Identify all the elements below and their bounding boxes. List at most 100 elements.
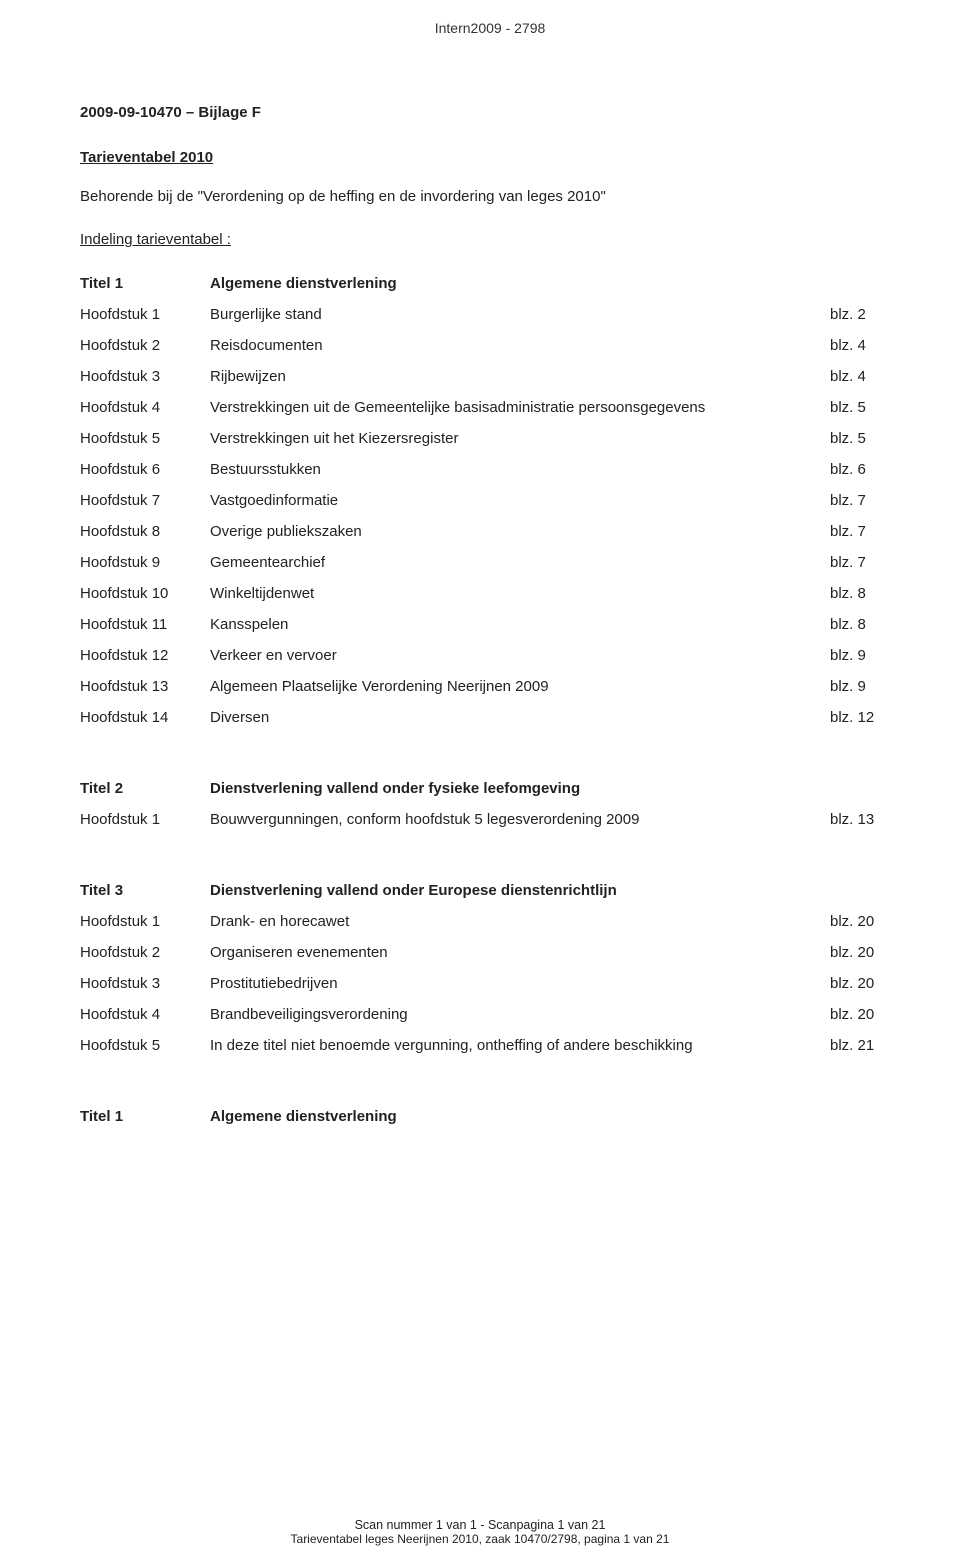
toc-page: blz. 12	[830, 702, 900, 733]
titel-label: Titel 1	[80, 268, 210, 299]
toc-page: blz. 20	[830, 999, 900, 1030]
toc-chapter: Hoofdstuk 3	[80, 968, 210, 999]
toc-row: Hoofdstuk 1Burgerlijke standblz. 2	[80, 299, 900, 330]
toc-chapter: Hoofdstuk 8	[80, 516, 210, 547]
titel-page	[830, 773, 900, 804]
toc-description: Rijbewijzen	[210, 361, 830, 392]
toc-row: Hoofdstuk 5Verstrekkingen uit het Kiezer…	[80, 423, 900, 454]
toc-chapter: Hoofdstuk 5	[80, 1030, 210, 1061]
titel-label: Titel 2	[80, 773, 210, 804]
toc-row: Hoofdstuk 7Vastgoedinformatieblz. 7	[80, 485, 900, 516]
toc-description: Reisdocumenten	[210, 330, 830, 361]
toc-description: Gemeentearchief	[210, 547, 830, 578]
toc-description: Bestuursstukken	[210, 454, 830, 485]
toc-page: blz. 5	[830, 423, 900, 454]
toc-heading-row: Titel 3 Dienstverlening vallend onder Eu…	[80, 875, 900, 906]
toc-row: Hoofdstuk 9Gemeentearchiefblz. 7	[80, 547, 900, 578]
toc-row: Hoofdstuk 11Kansspelenblz. 8	[80, 609, 900, 640]
toc-page: blz. 21	[830, 1030, 900, 1061]
toc-description: Kansspelen	[210, 609, 830, 640]
footer-line-2: Tarieventabel leges Neerijnen 2010, zaak…	[0, 1532, 960, 1546]
toc-description: Vastgoedinformatie	[210, 485, 830, 516]
toc-description: Organiseren evenementen	[210, 937, 830, 968]
toc-titel1: Titel 1 Algemene dienstverlening Hoofdst…	[80, 268, 900, 733]
titel-title: Algemene dienstverlening	[210, 1101, 830, 1132]
toc-chapter: Hoofdstuk 11	[80, 609, 210, 640]
toc-chapter: Hoofdstuk 10	[80, 578, 210, 609]
toc-closing: Titel 1 Algemene dienstverlening	[80, 1101, 900, 1132]
toc-description: Verstrekkingen uit de Gemeentelijke basi…	[210, 392, 830, 423]
toc-row: Hoofdstuk 2Reisdocumentenblz. 4	[80, 330, 900, 361]
titel-label: Titel 3	[80, 875, 210, 906]
toc-description: Bouwvergunningen, conform hoofdstuk 5 le…	[210, 804, 830, 835]
toc-chapter: Hoofdstuk 1	[80, 804, 210, 835]
toc-description: Verstrekkingen uit het Kiezersregister	[210, 423, 830, 454]
titel-page	[830, 875, 900, 906]
toc-chapter: Hoofdstuk 6	[80, 454, 210, 485]
toc-heading-row: Titel 2 Dienstverlening vallend onder fy…	[80, 773, 900, 804]
header-reference: Intern2009 - 2798	[80, 20, 900, 36]
toc-chapter: Hoofdstuk 3	[80, 361, 210, 392]
toc-page: blz. 20	[830, 968, 900, 999]
toc-row: Hoofdstuk 12Verkeer en vervoerblz. 9	[80, 640, 900, 671]
footer-line-1: Scan nummer 1 van 1 - Scanpagina 1 van 2…	[0, 1518, 960, 1532]
toc-description: In deze titel niet benoemde vergunning, …	[210, 1030, 830, 1061]
toc-page: blz. 9	[830, 671, 900, 702]
toc-row: Hoofdstuk 1Drank- en horecawetblz. 20	[80, 906, 900, 937]
toc-description: Diversen	[210, 702, 830, 733]
toc-chapter: Hoofdstuk 1	[80, 299, 210, 330]
section-label: Indeling tarieventabel :	[80, 231, 900, 248]
toc-page: blz. 2	[830, 299, 900, 330]
toc-row: Hoofdstuk 3Rijbewijzenblz. 4	[80, 361, 900, 392]
toc-page: blz. 9	[830, 640, 900, 671]
toc-description: Winkeltijdenwet	[210, 578, 830, 609]
toc-page: blz. 20	[830, 906, 900, 937]
toc-chapter: Hoofdstuk 14	[80, 702, 210, 733]
toc-row: Hoofdstuk 6Bestuursstukkenblz. 6	[80, 454, 900, 485]
toc-description: Prostitutiebedrijven	[210, 968, 830, 999]
titel-title: Algemene dienstverlening	[210, 268, 830, 299]
toc-page: blz. 5	[830, 392, 900, 423]
toc-description: Brandbeveiligingsverordening	[210, 999, 830, 1030]
toc-description: Overige publiekszaken	[210, 516, 830, 547]
toc-page: blz. 20	[830, 937, 900, 968]
toc-description: Algemeen Plaatselijke Verordening Neerij…	[210, 671, 830, 702]
toc-page: blz. 7	[830, 485, 900, 516]
toc-row: Hoofdstuk 3Prostitutiebedrijvenblz. 20	[80, 968, 900, 999]
toc-chapter: Hoofdstuk 13	[80, 671, 210, 702]
toc-page: blz. 7	[830, 547, 900, 578]
toc-description: Verkeer en vervoer	[210, 640, 830, 671]
toc-heading-row: Titel 1 Algemene dienstverlening	[80, 268, 900, 299]
titel-label: Titel 1	[80, 1101, 210, 1132]
toc-row: Hoofdstuk 1Bouwvergunningen, conform hoo…	[80, 804, 900, 835]
toc-description: Burgerlijke stand	[210, 299, 830, 330]
toc-chapter: Hoofdstuk 7	[80, 485, 210, 516]
toc-chapter: Hoofdstuk 9	[80, 547, 210, 578]
toc-row: Hoofdstuk 4Brandbeveiligingsverordeningb…	[80, 999, 900, 1030]
toc-page: blz. 8	[830, 609, 900, 640]
toc-row: Hoofdstuk 4Verstrekkingen uit de Gemeent…	[80, 392, 900, 423]
titel-title: Dienstverlening vallend onder Europese d…	[210, 875, 830, 906]
toc-chapter: Hoofdstuk 4	[80, 392, 210, 423]
titel-title: Dienstverlening vallend onder fysieke le…	[210, 773, 830, 804]
toc-chapter: Hoofdstuk 1	[80, 906, 210, 937]
toc-row: Hoofdstuk 2Organiseren evenementenblz. 2…	[80, 937, 900, 968]
toc-chapter: Hoofdstuk 5	[80, 423, 210, 454]
toc-page: blz. 13	[830, 804, 900, 835]
toc-row: Hoofdstuk 13Algemeen Plaatselijke Verord…	[80, 671, 900, 702]
toc-page: blz. 4	[830, 361, 900, 392]
toc-row: Hoofdstuk 8Overige publiekszakenblz. 7	[80, 516, 900, 547]
document-page: Intern2009 - 2798 2009-09-10470 – Bijlag…	[0, 0, 960, 1564]
toc-page: blz. 4	[830, 330, 900, 361]
toc-page: blz. 8	[830, 578, 900, 609]
titel-page	[830, 268, 900, 299]
page-footer: Scan nummer 1 van 1 - Scanpagina 1 van 2…	[0, 1518, 960, 1546]
toc-description: Drank- en horecawet	[210, 906, 830, 937]
toc-titel2: Titel 2 Dienstverlening vallend onder fy…	[80, 773, 900, 835]
toc-heading-row: Titel 1 Algemene dienstverlening	[80, 1101, 900, 1132]
main-title: Tarieventabel 2010	[80, 149, 900, 166]
document-number: 2009-09-10470 – Bijlage F	[80, 104, 900, 121]
toc-row: Hoofdstuk 10Winkeltijdenwetblz. 8	[80, 578, 900, 609]
toc-titel3: Titel 3 Dienstverlening vallend onder Eu…	[80, 875, 900, 1061]
toc-page: blz. 7	[830, 516, 900, 547]
